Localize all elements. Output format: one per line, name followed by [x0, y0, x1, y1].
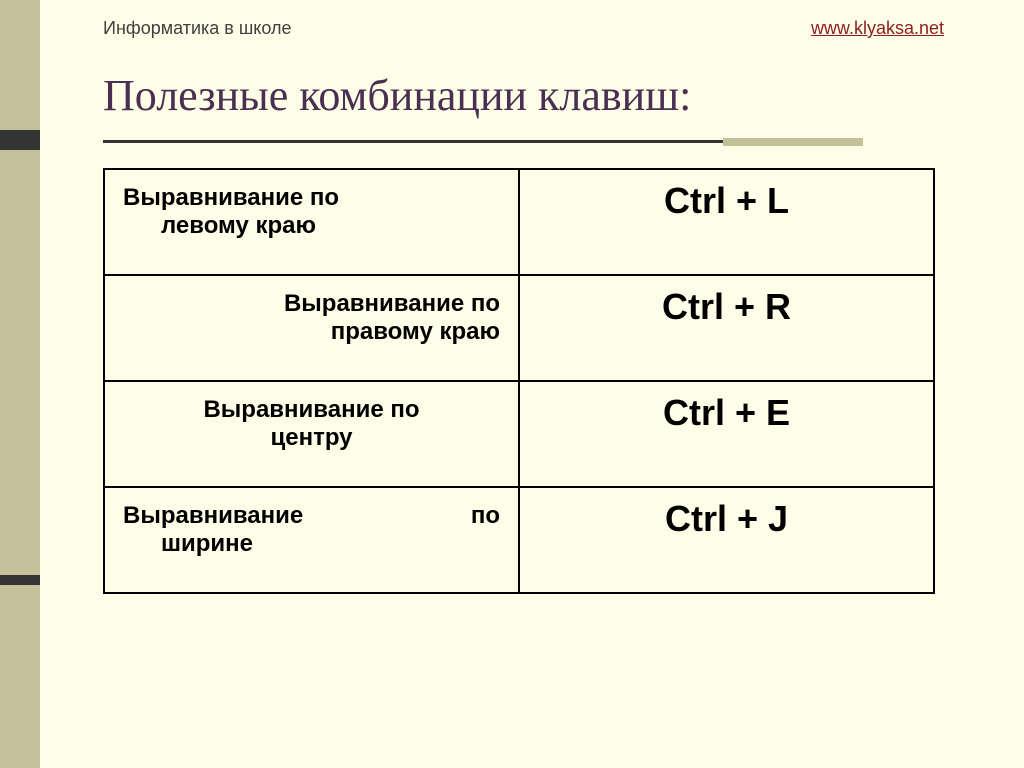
title-underline-light [723, 138, 863, 146]
accent-square-top [0, 130, 40, 150]
shortcut-table: Выравнивание полевому краюCtrl + LВыравн… [103, 168, 935, 594]
table-row: ВыравниваниепоширинеCtrl + J [104, 487, 934, 593]
page-title: Полезные комбинации клавиш: [103, 70, 691, 121]
shortcut-description: Выравниваниепоширине [104, 487, 519, 593]
table-row: Выравнивание поправому краюCtrl + R [104, 275, 934, 381]
shortcut-description: Выравнивание полевому краю [104, 169, 519, 275]
header-row: Информатика в школе www.klyaksa.net [103, 18, 944, 39]
shortcut-description: Выравнивание поправому краю [104, 275, 519, 381]
table-row: Выравнивание полевому краюCtrl + L [104, 169, 934, 275]
title-underline [103, 140, 723, 143]
shortcut-description: Выравнивание поцентру [104, 381, 519, 487]
accent-square-bottom [0, 575, 40, 585]
shortcut-key: Ctrl + R [519, 275, 934, 381]
shortcut-key: Ctrl + L [519, 169, 934, 275]
header-link[interactable]: www.klyaksa.net [811, 18, 944, 39]
header-left-text: Информатика в школе [103, 18, 292, 39]
shortcut-key: Ctrl + J [519, 487, 934, 593]
table-row: Выравнивание поцентруCtrl + E [104, 381, 934, 487]
sidebar-band [0, 0, 40, 768]
shortcut-key: Ctrl + E [519, 381, 934, 487]
